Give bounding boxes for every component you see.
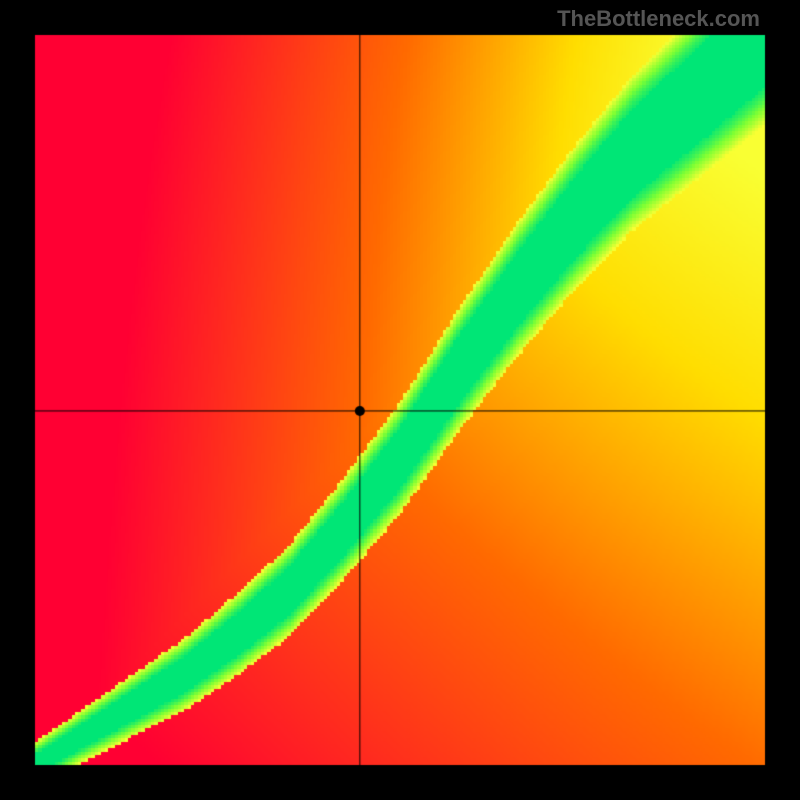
watermark-text: TheBottleneck.com (557, 6, 760, 32)
bottleneck-heatmap (0, 0, 800, 800)
